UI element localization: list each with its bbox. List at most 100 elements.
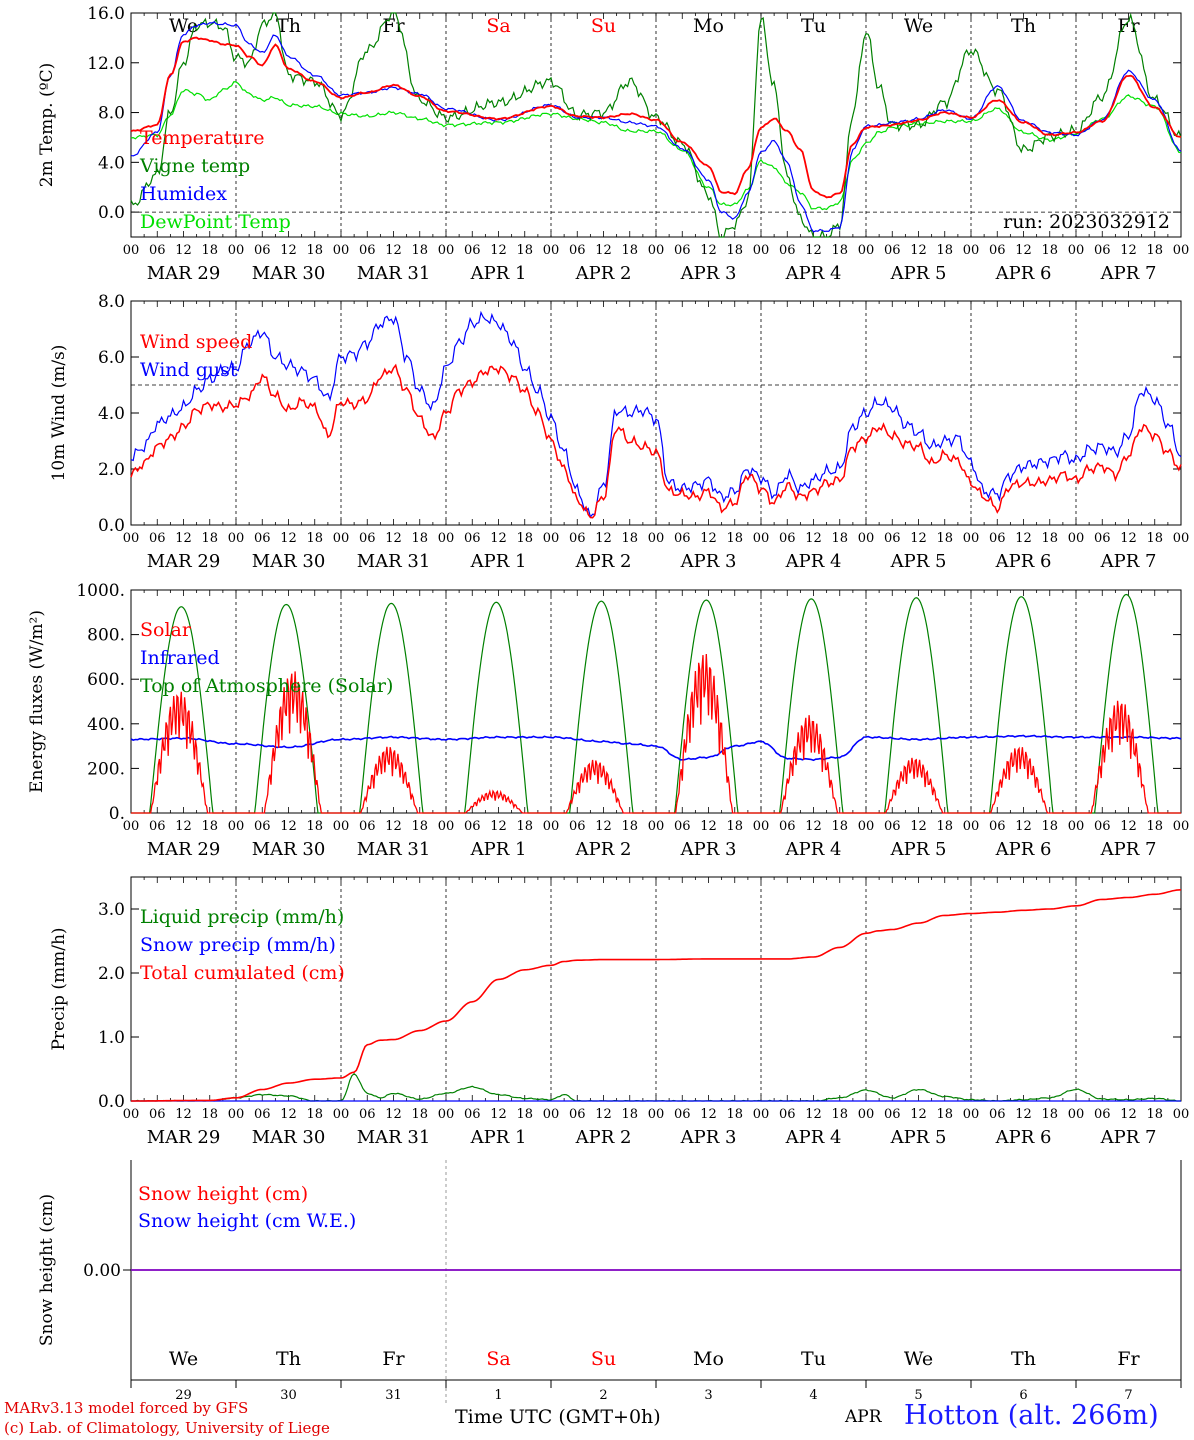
hour-label: 12	[1015, 819, 1032, 834]
hour-label: 12	[490, 531, 507, 546]
run-annotation: run: 2023032912	[1003, 211, 1170, 233]
date-label: MAR 29	[147, 839, 221, 860]
hour-label: 18	[726, 531, 743, 546]
hour-label: 00	[858, 1107, 875, 1122]
hour-label: 18	[201, 531, 218, 546]
hour-label: 12	[280, 819, 297, 834]
series-line-infrared	[130, 734, 1182, 762]
hour-label: 00	[438, 819, 455, 834]
hour-label: 00	[123, 1107, 140, 1122]
hour-label: 06	[254, 243, 271, 258]
date-label: MAR 30	[252, 839, 326, 860]
hour-label: 12	[385, 1107, 402, 1122]
hour-label: 06	[254, 1107, 271, 1122]
hour-label: 18	[831, 1107, 848, 1122]
date-label: MAR 30	[252, 263, 326, 284]
legend-wind-speed: Wind speed	[140, 331, 252, 353]
hour-label: 12	[1120, 243, 1137, 258]
hour-label: 00	[333, 243, 350, 258]
hour-label: 12	[175, 243, 192, 258]
hour-label: 18	[306, 531, 323, 546]
weekday-label: Tu	[801, 15, 826, 37]
hour-label: 18	[1146, 243, 1163, 258]
date-label: MAR 31	[357, 839, 431, 860]
y-tick-label: 1000.	[76, 581, 125, 601]
date-label: APR 1	[470, 839, 527, 860]
hour-label: 00	[963, 243, 980, 258]
date-label: APR 3	[680, 263, 737, 284]
hour-label: 06	[674, 531, 691, 546]
hour-label: 18	[1041, 243, 1058, 258]
hour-label: 06	[779, 819, 796, 834]
date-label: APR 4	[785, 263, 842, 284]
hour-label: 18	[201, 1107, 218, 1122]
hour-label: 12	[280, 1107, 297, 1122]
hour-label: 12	[1120, 819, 1137, 834]
hour-label: 12	[280, 243, 297, 258]
hour-label: 18	[621, 819, 638, 834]
hour-label: 12	[1015, 243, 1032, 258]
hour-label: 00	[753, 1107, 770, 1122]
hour-label: 06	[989, 819, 1006, 834]
hour-label: 00	[438, 243, 455, 258]
hour-label: 18	[411, 531, 428, 546]
hour-label: 00	[543, 1107, 560, 1122]
hour-label: 18	[831, 243, 848, 258]
hour-label: 06	[674, 819, 691, 834]
day-number-label: 2	[599, 1388, 607, 1403]
hour-label: 00	[1068, 819, 1085, 834]
date-label: APR 2	[575, 1127, 632, 1148]
date-label: MAR 29	[147, 551, 221, 572]
hour-label: 18	[516, 819, 533, 834]
y-tick-label: 2.0	[98, 460, 125, 480]
hour-label: 00	[333, 1107, 350, 1122]
y-tick-label: 2.0	[98, 964, 125, 984]
date-label: APR 5	[890, 263, 947, 284]
date-label: APR 4	[785, 839, 842, 860]
weekday-label: We	[169, 1348, 198, 1370]
date-label: APR 4	[785, 1127, 842, 1148]
hour-label: 00	[228, 243, 245, 258]
date-label: MAR 29	[147, 263, 221, 284]
weekday-label: Th	[276, 15, 301, 37]
date-label: APR 2	[575, 263, 632, 284]
y-tick-label: 800.	[87, 626, 125, 646]
y-tick-label: 4.0	[98, 153, 125, 173]
weekday-label: Mo	[693, 1348, 724, 1370]
hour-label: 18	[201, 243, 218, 258]
legend-snow-height-cm: Snow height (cm)	[138, 1183, 308, 1205]
hour-label: 06	[884, 819, 901, 834]
hour-label: 00	[1173, 1107, 1190, 1122]
y-axis-label: Snow height (cm)	[37, 1194, 57, 1346]
hour-label: 00	[123, 819, 140, 834]
y-tick-label: 4.0	[98, 404, 125, 424]
legend-infrared: Infrared	[140, 647, 220, 669]
model-credit: MARv3.13 model forced by GFS	[4, 1399, 249, 1417]
hour-label: 12	[805, 243, 822, 258]
day-number-label: 7	[1124, 1388, 1132, 1403]
hour-label: 12	[700, 1107, 717, 1122]
hour-label: 06	[569, 243, 586, 258]
weekday-label: Th	[1011, 1348, 1036, 1370]
hour-label: 18	[936, 819, 953, 834]
series-line-vigne-temp	[130, 12, 1182, 238]
day-number-label: 1	[494, 1388, 502, 1403]
hour-label: 18	[411, 819, 428, 834]
legend-snow-precip-mm-h: Snow precip (mm/h)	[140, 934, 336, 956]
lab-credit: (c) Lab. of Climatology, University of L…	[4, 1419, 330, 1437]
hour-label: 00	[1068, 531, 1085, 546]
hour-label: 18	[306, 243, 323, 258]
date-label: APR 6	[995, 551, 1052, 572]
date-label: APR 2	[575, 551, 632, 572]
hour-label: 18	[936, 243, 953, 258]
y-tick-label: 6.0	[98, 348, 125, 368]
hour-label: 00	[1173, 243, 1190, 258]
hour-label: 06	[569, 531, 586, 546]
hour-label: 00	[543, 243, 560, 258]
hour-label: 06	[884, 531, 901, 546]
hour-label: 18	[621, 531, 638, 546]
hour-label: 06	[464, 243, 481, 258]
hour-label: 18	[306, 1107, 323, 1122]
hour-label: 18	[936, 531, 953, 546]
hour-label: 06	[1094, 819, 1111, 834]
